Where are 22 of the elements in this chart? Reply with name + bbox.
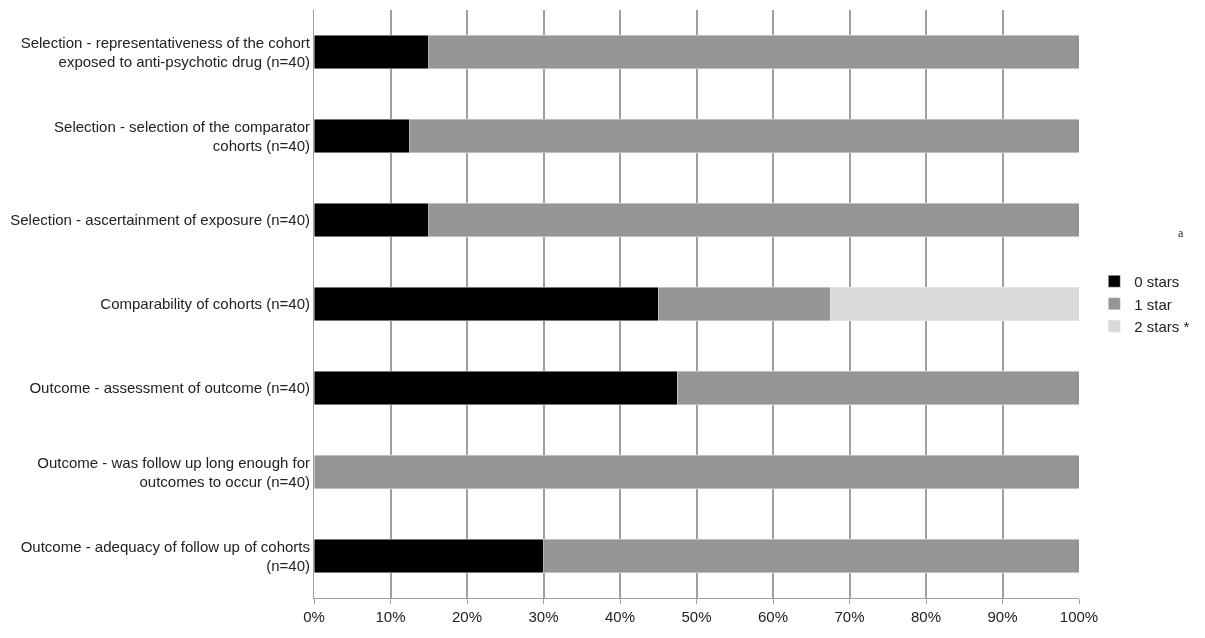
x-tick-label: 90% <box>987 608 1018 625</box>
x-tick-label: 70% <box>834 608 865 625</box>
y-tick-label: Comparability of cohorts (n=40) <box>100 295 310 313</box>
y-tick-label: Selection - representativeness of the cohort exposed to anti-psychotic drug (n=40) <box>20 33 311 70</box>
x-tick-label: 10% <box>375 608 406 625</box>
y-tick-label: Outcome - assessment of outcome (n=40) <box>29 379 310 397</box>
y-tick-label: Selection - ascertainment of exposure (n=40) <box>10 211 310 229</box>
text: a <box>1178 226 1184 240</box>
x-tick-label: 30% <box>528 608 559 625</box>
y-tick-label: Outcome - was follow up long enough for outcomes to occur (n=40) <box>37 453 310 490</box>
x-tick-label: 60% <box>757 608 789 625</box>
legend-label: 0 stars <box>1134 273 1180 291</box>
y-tick-label: Outcome - adequacy of follow up of cohorts (n=40) <box>20 537 310 574</box>
x-tick-label: 40% <box>604 608 636 625</box>
x-tick-label: 100% <box>1059 608 1099 625</box>
legend-label: 2 stars * <box>1134 318 1190 336</box>
x-tick-label: 0% <box>303 608 325 625</box>
legend-label: 1 star <box>1134 295 1172 313</box>
y-tick-label: Selection - selection of the comparator cohorts (n=40) <box>54 117 310 154</box>
x-tick-label: 80% <box>910 608 942 625</box>
x-tick-label: 20% <box>451 608 483 625</box>
x-tick-label: 50% <box>681 608 712 625</box>
